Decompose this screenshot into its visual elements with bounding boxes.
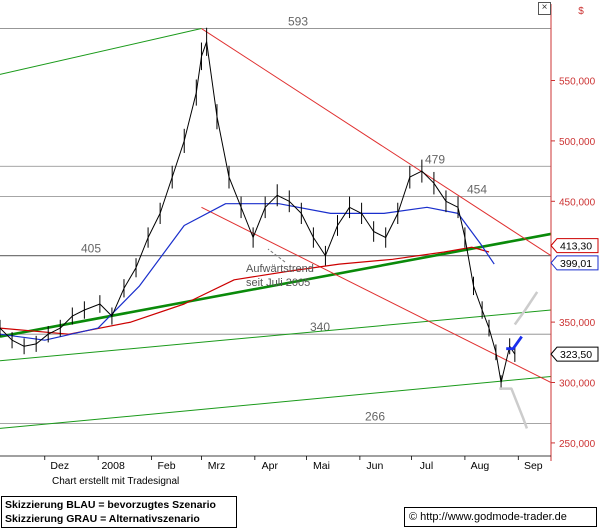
y-tick-label: 300,000: [559, 379, 596, 390]
trendline-channel_upper: [0, 28, 202, 75]
y-tick-label: 250,000: [559, 439, 596, 450]
annotation-line-2: seit Juli 2005: [246, 277, 310, 289]
y-tick-label: 350,000: [559, 318, 596, 329]
level-label-593: 593: [288, 15, 308, 29]
copyright-icon: ©: [409, 511, 418, 523]
price-series: [0, 27, 516, 390]
level-label-479: 479: [425, 152, 445, 166]
y-tick-label: 500,000: [559, 137, 596, 148]
annotation-line-1: Aufwärtstrend: [246, 263, 314, 275]
level-label-266: 266: [365, 410, 385, 424]
scenario-sketches: [499, 291, 539, 429]
trendline-channel_mid: [0, 309, 552, 362]
price-tag-label: 399,01: [560, 258, 592, 270]
x-tick-label: Mrz: [208, 460, 226, 472]
x-tick-label: Sep: [524, 460, 543, 472]
close-icon[interactable]: ×: [538, 2, 551, 15]
price-tag-label: 413,30: [560, 241, 592, 253]
x-tick-label: Mai: [313, 460, 330, 472]
x-tick-label: Jul: [420, 460, 433, 472]
x-tick-label: Jun: [366, 460, 383, 472]
y-tick-label: 550,000: [559, 76, 596, 87]
source-link[interactable]: © http://www.godmode-trader.de: [404, 507, 597, 527]
axes: $550,000 500,000 450,000 350,000 300,000 250,…: [0, 4, 596, 472]
price-line: [0, 41, 516, 383]
y-axis-unit: $: [578, 6, 584, 17]
scenario-blue: [506, 335, 523, 351]
x-tick-label: Aug: [471, 460, 490, 472]
trendline-down_upper: [201, 28, 552, 257]
price-tag-box: [550, 255, 599, 271]
trend-annotation: Aufwärtstrend seit Juli 2005: [246, 263, 314, 289]
trendline-down_lower: [201, 206, 552, 383]
scenario-legend: Skizzierung BLAU = bevorzugtes Szenario …: [1, 496, 237, 528]
price-tag-box: [550, 238, 599, 254]
chart-credit: Chart erstellt mit Tradesignal: [52, 476, 180, 487]
source-url: http://www.godmode-trader.de: [420, 511, 567, 523]
scenario-grey-up: [513, 291, 539, 326]
trendline-uptrend_main: [0, 232, 552, 338]
trendline-channel_lower: [0, 375, 552, 429]
annotation-leader: [267, 248, 286, 263]
level-label-405: 405: [81, 242, 101, 256]
price-tags: 413,30 399,01 323,50: [550, 238, 599, 362]
legend-line-grey: Skizzierung GRAU = Alternativszenario: [5, 513, 200, 525]
x-tick-label: Dez: [50, 460, 69, 472]
ma-red-line: [0, 246, 490, 335]
trendlines: [0, 28, 552, 429]
level-label-454: 454: [467, 182, 487, 196]
price-tag-label: 323,50: [560, 349, 592, 361]
price-tag-box: [550, 346, 599, 362]
x-tick-label: 2008: [101, 460, 125, 472]
x-tick-label: Feb: [157, 460, 175, 472]
scenario-grey-down: [499, 387, 529, 429]
y-tick-label: 450,000: [559, 197, 596, 208]
x-tick-label: Apr: [262, 460, 279, 472]
legend-line-blue: Skizzierung BLAU = bevorzugtes Szenario: [5, 499, 216, 511]
